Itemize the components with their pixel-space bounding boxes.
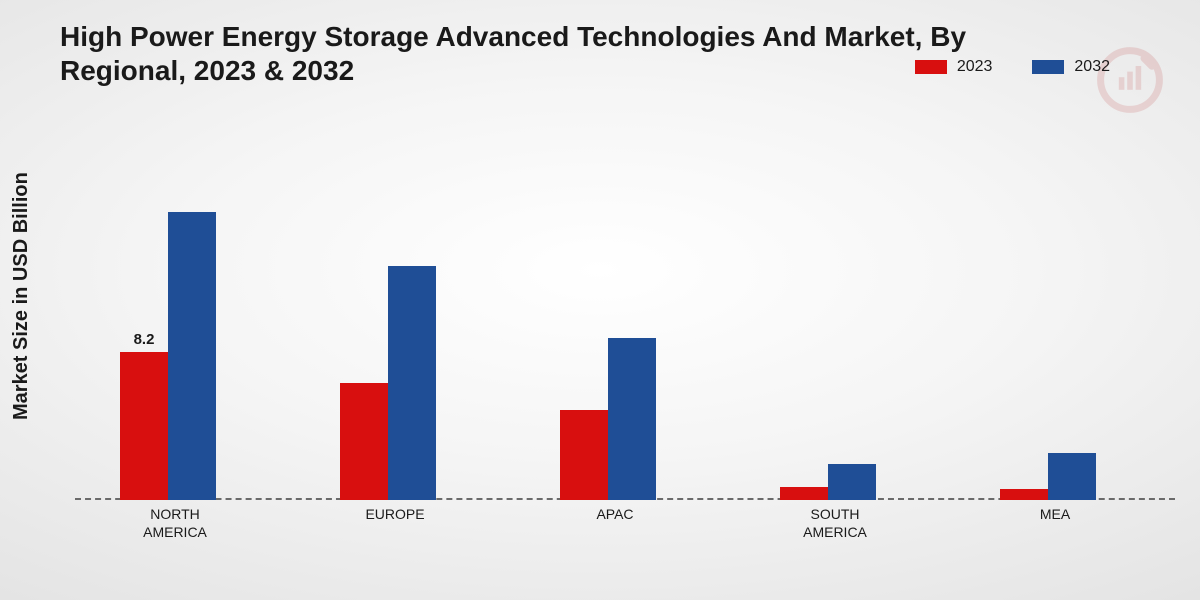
bar-na-2032	[168, 212, 216, 500]
chart-title: High Power Energy Storage Advanced Techn…	[60, 20, 1060, 87]
bar-group-ap: APAC	[560, 338, 670, 500]
legend-swatch-2023	[915, 60, 947, 74]
bar-sa-2023	[780, 487, 828, 500]
legend-item-2032: 2032	[1032, 58, 1110, 76]
category-label-mea: MEA	[1040, 506, 1070, 524]
bar-ap-2032	[608, 338, 656, 500]
bar-group-sa: SOUTH AMERICA	[780, 464, 890, 500]
legend-label-2023: 2023	[957, 58, 993, 76]
category-label-eu: EUROPE	[365, 506, 424, 524]
bar-eu-2023	[340, 383, 388, 500]
bar-mea-2032	[1048, 453, 1096, 500]
bar-group-mea: MEA	[1000, 453, 1110, 500]
legend-label-2032: 2032	[1074, 58, 1110, 76]
legend: 2023 2032	[915, 58, 1110, 76]
y-axis-label: Market Size in USD Billion	[10, 172, 33, 420]
bar-group-na: 8.2 NORTH AMERICA	[120, 212, 230, 500]
bar-ap-2023	[560, 410, 608, 500]
bar-group-eu: EUROPE	[340, 266, 450, 500]
bar-mea-2023	[1000, 489, 1048, 500]
watermark-icon	[1095, 45, 1165, 115]
category-label-sa: SOUTH AMERICA	[803, 506, 867, 541]
plot-area: 8.2 NORTH AMERICA EUROPE APAC SOUTH AMER…	[75, 140, 1175, 500]
bar-value-label-na-2023: 8.2	[134, 331, 155, 348]
legend-swatch-2032	[1032, 60, 1064, 74]
chart-canvas: High Power Energy Storage Advanced Techn…	[0, 0, 1200, 600]
bar-eu-2032	[388, 266, 436, 500]
bar-sa-2032	[828, 464, 876, 500]
category-label-ap: APAC	[596, 506, 633, 524]
bar-na-2023	[120, 352, 168, 500]
legend-item-2023: 2023	[915, 58, 993, 76]
category-label-na: NORTH AMERICA	[143, 506, 207, 541]
